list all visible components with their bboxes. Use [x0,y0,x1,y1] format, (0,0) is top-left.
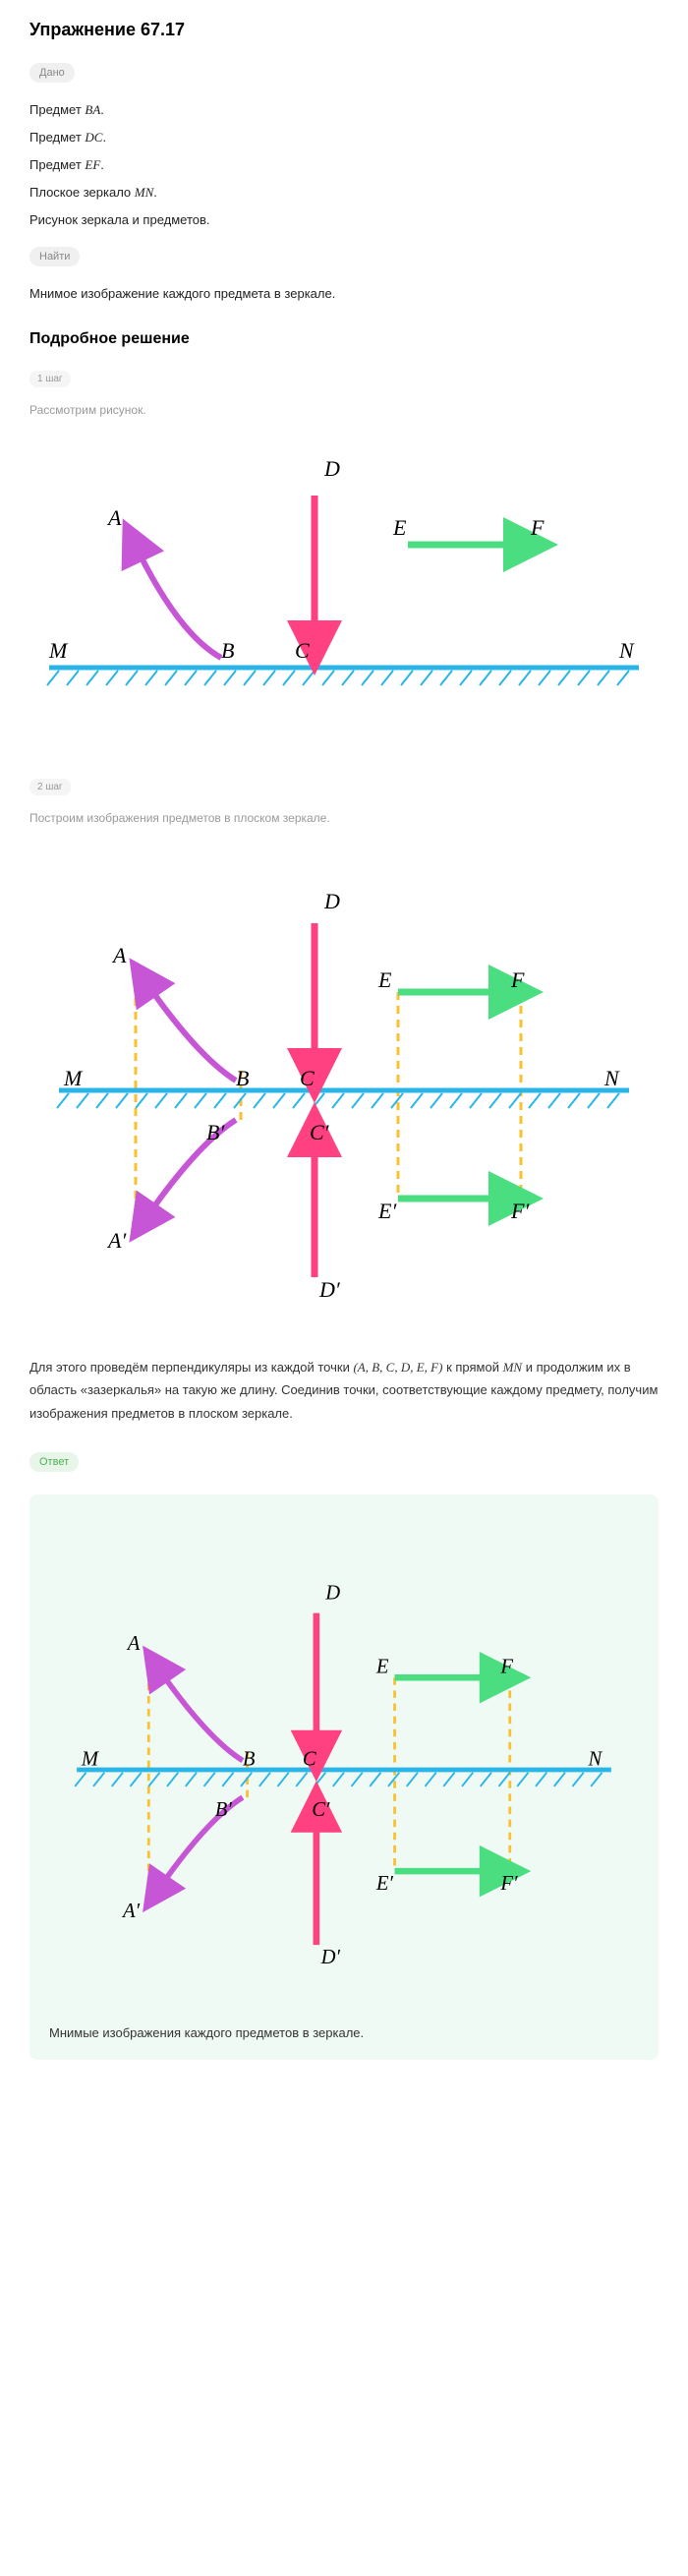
svg-text:E: E [377,967,392,992]
svg-text:E′: E′ [377,1199,397,1223]
svg-text:F′: F′ [499,1873,518,1895]
svg-text:D′: D′ [318,1277,341,1302]
svg-text:A′: A′ [121,1901,141,1922]
given-mirror: Плоское зеркало MN. [29,185,659,201]
answer-badge: Ответ [29,1452,79,1472]
given-item-3: Предмет EF. [29,157,659,173]
given-item-2: Предмет DC. [29,130,659,146]
svg-text:C′: C′ [310,1120,330,1144]
step2-badge: 2 шаг [29,779,71,795]
svg-text:A: A [126,1633,141,1655]
diagram-3: M N A B C D E F A′ B′ C′ D′ E′ F′ [49,1534,639,2006]
answer-text: Мнимые изображения каждого предметов в з… [49,2025,639,2040]
svg-text:E′: E′ [375,1873,394,1895]
svg-text:D: D [324,1583,340,1605]
given-suffix: . [102,130,106,145]
exp-p2: к прямой [442,1360,502,1375]
svg-text:C′: C′ [312,1799,330,1821]
given-prefix: Предмет [29,102,85,117]
label-b: B [221,638,234,663]
svg-text:B′: B′ [206,1120,225,1144]
find-badge: Найти [29,247,80,266]
solution-title: Подробное решение [29,330,659,348]
diagram-2: M N A B C D E F A′ B′ C′ D′ E′ F′ [29,845,659,1336]
svg-text:N: N [587,1748,602,1770]
svg-text:D: D [323,889,340,913]
label-m: M [48,638,69,663]
label-c: C [295,638,310,663]
explanation: Для этого проведём перпендикуляры из каж… [29,1356,659,1425]
svg-text:C: C [300,1066,315,1090]
diagram-1: M N A B C D E F [29,437,659,751]
var-mn: MN [135,185,154,200]
label-a: A [106,505,122,530]
svg-text:E: E [375,1657,389,1678]
svg-text:M: M [81,1748,100,1770]
svg-text:C: C [303,1748,316,1770]
find-text: Мнимое изображение каждого предмета в зе… [29,286,659,301]
step1-badge: 1 шаг [29,371,71,387]
label-e: E [392,515,407,540]
svg-text:B: B [236,1066,249,1090]
given-suffix: . [100,102,104,117]
svg-text:F: F [499,1657,513,1678]
exp-p1: Для этого проведём перпендикуляры из каж… [29,1360,353,1375]
svg-text:N: N [603,1066,620,1090]
svg-text:A′: A′ [106,1228,127,1253]
svg-text:D′: D′ [320,1947,341,1968]
step2-text: Построим изображения предметов в плоском… [29,811,659,825]
given-badge: Дано [29,63,75,83]
exp-mn: MN [503,1360,523,1375]
var-ef: EF [85,157,100,172]
label-f: F [530,515,545,540]
given-suffix: . [100,157,104,172]
svg-text:B′: B′ [215,1799,233,1821]
answer-box: M N A B C D E F A′ B′ C′ D′ E′ F′ Мнимые изобра… [29,1494,659,2060]
exp-points: (A, B, C, D, E, F) [353,1360,442,1375]
given-prefix: Предмет [29,157,85,172]
exercise-title: Упражнение 67.17 [29,20,659,40]
given-drawing: Рисунок зеркала и предметов. [29,212,659,227]
svg-text:F′: F′ [510,1199,530,1223]
var-ba: BA [85,102,100,117]
label-n: N [618,638,635,663]
svg-text:F: F [510,967,525,992]
svg-text:B: B [243,1748,256,1770]
given-prefix: Предмет [29,130,85,145]
svg-text:M: M [63,1066,84,1090]
var-dc: DC [85,130,102,145]
mirror-prefix: Плоское зеркало [29,185,135,200]
label-d: D [323,456,340,481]
given-item-1: Предмет BA. [29,102,659,118]
mirror-suffix: . [153,185,157,200]
step1-text: Рассмотрим рисунок. [29,403,659,417]
svg-text:A: A [111,943,127,967]
